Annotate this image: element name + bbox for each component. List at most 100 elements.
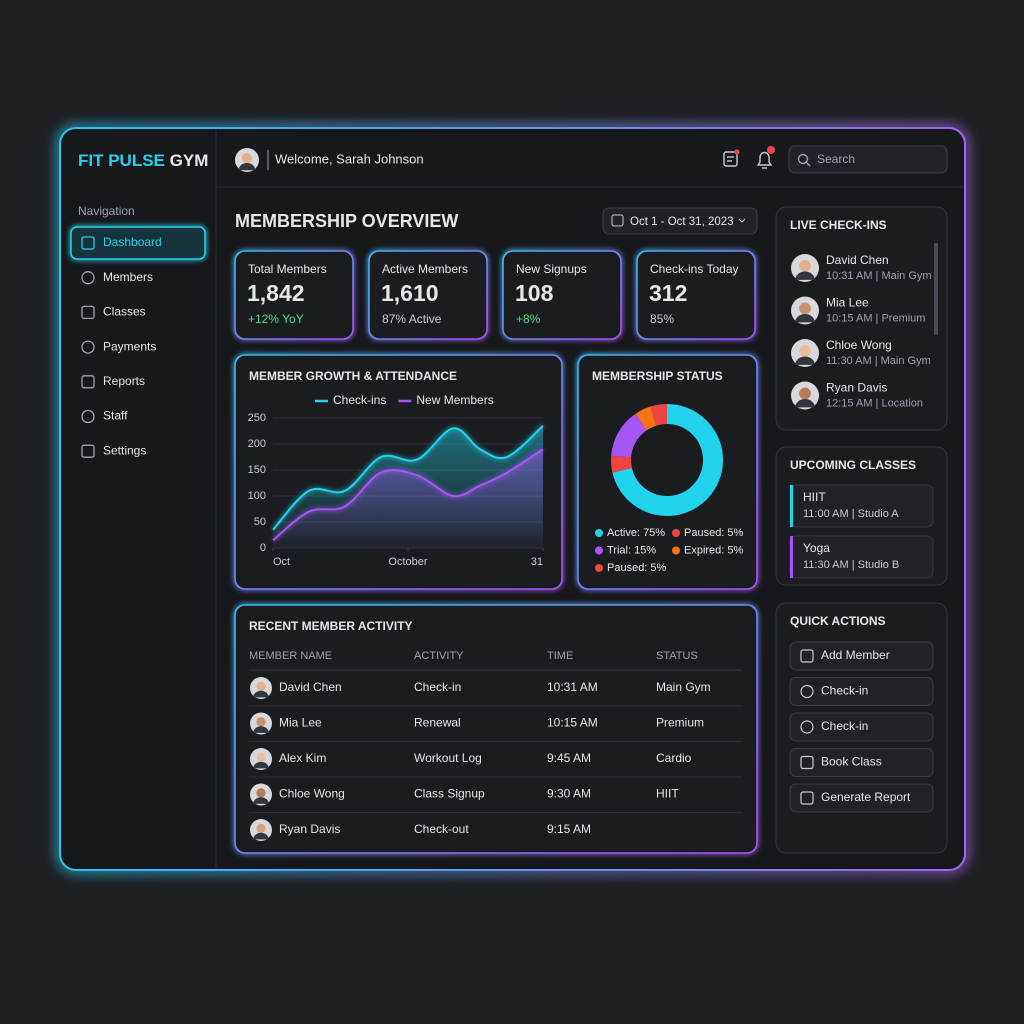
avatar-head — [256, 717, 266, 727]
action-label: Add Member — [821, 648, 890, 662]
checkin-detail: 11:30 AM | Main Gym — [826, 355, 931, 367]
nav-item[interactable]: Settings — [103, 443, 146, 457]
y-tick-label: 50 — [254, 516, 266, 528]
checkin-name: Ryan Davis — [826, 381, 887, 395]
avatar-head — [256, 681, 266, 691]
kpi-label: New Signups — [516, 262, 587, 276]
kpi-label: Check-ins Today — [650, 262, 739, 276]
chevron — [738, 218, 746, 223]
kpi-note: +12% YoY — [248, 312, 304, 326]
class-detail: 11:30 AM | Studio B — [803, 559, 899, 571]
avatar-head — [799, 387, 811, 400]
legend-dot — [672, 546, 680, 555]
x-tick-label: October — [388, 556, 427, 568]
y-tick-label: 0 — [260, 542, 266, 554]
avatar-body — [253, 726, 269, 733]
nav-item[interactable]: Dashboard — [103, 235, 162, 249]
kpi-label: Active Members — [382, 262, 468, 276]
donut-slice — [611, 455, 632, 473]
action-button[interactable] — [789, 748, 934, 777]
checkin-name: Mia Lee — [826, 296, 869, 310]
search-icon — [797, 153, 809, 165]
avatar-head — [256, 788, 266, 798]
avatar-head — [799, 302, 811, 315]
bell-icon[interactable] — [756, 151, 773, 169]
legend-label: Paused: 5% — [607, 562, 667, 574]
nav-icon — [81, 444, 95, 458]
action-button[interactable] — [789, 641, 934, 671]
nav-item[interactable]: Reports — [103, 374, 145, 388]
legend-label: Trial: 15% — [607, 544, 656, 556]
action-label: Check-in — [821, 684, 868, 698]
nav-icon — [81, 271, 95, 285]
action-icon — [800, 649, 814, 663]
avatar-body — [253, 690, 269, 698]
avatar-body — [795, 271, 815, 280]
avatar-body — [795, 399, 815, 408]
action-icon — [800, 684, 814, 699]
action-button[interactable] — [789, 677, 934, 706]
nav-icon — [81, 236, 95, 250]
nav-item[interactable]: Staff — [103, 409, 128, 423]
legend-dot — [595, 529, 603, 537]
checkin-detail: 10:15 AM | Premium — [826, 312, 925, 324]
notes-icon[interactable] — [723, 151, 738, 167]
card — [368, 250, 488, 340]
table-cell: Check-out — [414, 822, 469, 836]
table-cell: 10:31 AM — [547, 680, 598, 694]
class-name: HIIT — [803, 490, 826, 504]
action-icon — [800, 755, 814, 770]
nav-heading: Navigation — [78, 204, 135, 218]
class-name: Yoga — [803, 541, 830, 555]
kpi-value: 1,842 — [247, 280, 305, 306]
card — [775, 206, 948, 431]
nav-item[interactable]: Payments — [103, 339, 156, 353]
kpi-note: +8% — [516, 312, 541, 326]
nav-item[interactable]: Members — [103, 270, 153, 284]
date-picker[interactable] — [602, 207, 758, 235]
action-icon — [800, 720, 814, 734]
donut-slice — [612, 404, 723, 516]
table-cell: Renewal — [414, 716, 461, 730]
legend-dot — [595, 546, 603, 555]
nav-active — [70, 226, 206, 260]
column-header: MEMBER NAME — [249, 650, 332, 662]
kpi-value: 312 — [649, 280, 687, 306]
action-button[interactable] — [789, 712, 934, 742]
donut-slice — [635, 406, 657, 431]
table-title: RECENT MEMBER ACTIVITY — [249, 619, 413, 633]
table-cell: Ryan Davis — [279, 822, 340, 836]
kpi-note: 85% — [650, 312, 674, 326]
avatar-head — [799, 345, 811, 357]
welcome: Welcome, Sarah Johnson — [275, 151, 424, 166]
legend-label: New Members — [416, 393, 493, 407]
avatar-body — [253, 832, 269, 840]
card — [502, 250, 622, 340]
nav-item[interactable]: Classes — [103, 305, 146, 319]
avatar-head — [241, 153, 253, 164]
panel-title: QUICK ACTIONS — [790, 614, 886, 628]
brand: FIT PULSE GYM — [78, 151, 208, 170]
checkin-detail: 12:15 AM | Location — [826, 397, 923, 409]
card — [577, 354, 758, 590]
table-cell: Workout Log — [414, 751, 482, 765]
y-tick-label: 150 — [248, 464, 266, 476]
action-icon — [800, 791, 814, 805]
table-cell: 10:15 AM — [547, 716, 598, 730]
avatar-body — [238, 162, 256, 171]
action-button[interactable] — [789, 783, 934, 813]
line — [272, 425, 544, 531]
date-range: Oct 1 - Oct 31, 2023 — [630, 216, 734, 228]
kpi-value: 108 — [515, 280, 554, 306]
card — [234, 604, 758, 854]
nav-icon — [81, 409, 95, 424]
legend-dot — [595, 564, 603, 572]
search-placeholder: Search — [817, 152, 855, 166]
search-box[interactable] — [788, 145, 948, 174]
calendar-icon — [611, 214, 624, 227]
chart-title: MEMBERSHIP STATUS — [592, 369, 723, 383]
action-label: Check-in — [821, 719, 868, 733]
y-tick-label: 200 — [248, 438, 266, 450]
table-cell: Class Signup — [414, 787, 485, 801]
